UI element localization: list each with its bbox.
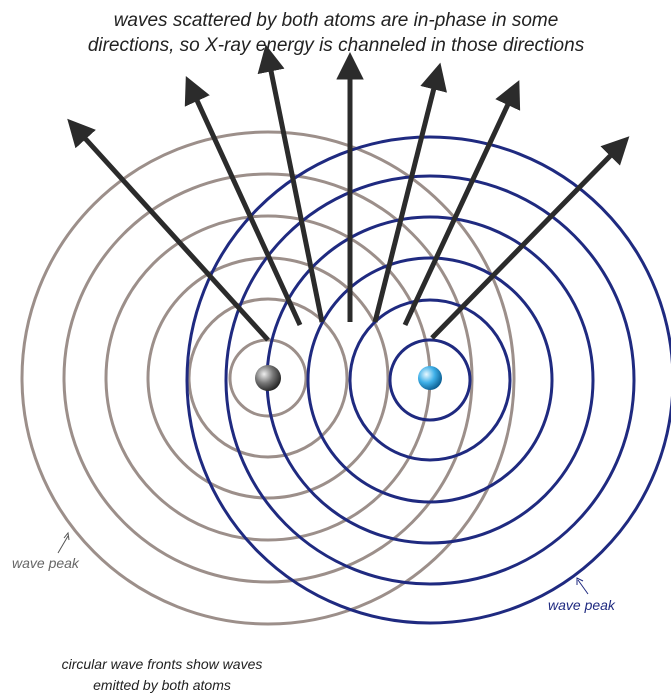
- blue-wave-fronts: [185, 135, 671, 625]
- wave-peak-label: wave peak: [12, 555, 80, 571]
- pointer: [57, 535, 69, 554]
- caption-line: circular wave fronts show waves: [62, 656, 263, 672]
- pointer-head: [576, 577, 584, 585]
- gray-atom: [255, 365, 281, 391]
- blue-atom: [418, 366, 442, 390]
- title-line: directions, so X-ray energy is channeled…: [88, 35, 585, 56]
- wave-peak-label: wave peak: [548, 597, 616, 613]
- pointer-head: [63, 531, 70, 541]
- scatter-arrows: [67, 44, 630, 342]
- title-line: waves scattered by both atoms are in-pha…: [114, 10, 559, 31]
- caption-line: emitted by both atoms: [93, 677, 231, 693]
- pointer: [577, 579, 589, 595]
